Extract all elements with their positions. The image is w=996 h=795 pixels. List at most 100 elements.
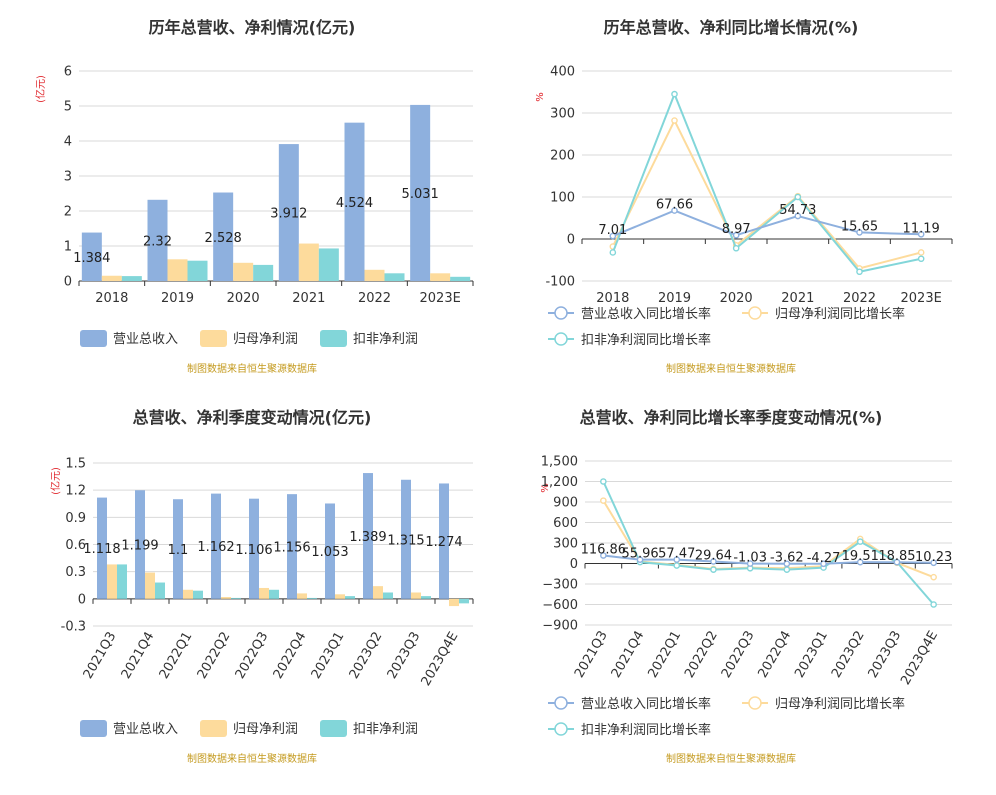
bar: [307, 597, 317, 599]
bar: [187, 260, 208, 281]
data-label: 1.106: [235, 543, 272, 558]
x-tick-label: 2022Q2: [682, 629, 721, 681]
bar: [145, 572, 155, 599]
y-tick-label: 600: [553, 516, 578, 531]
data-label: 57.47: [658, 547, 695, 562]
series-point: [794, 193, 802, 201]
x-tick-label: 2022: [843, 291, 876, 306]
bar: [325, 503, 335, 599]
bar: [249, 498, 259, 599]
legend-label: 营业总收入: [113, 722, 178, 737]
data-label: 7.01: [598, 223, 627, 238]
bar: [287, 494, 297, 599]
annual-growth-chart: 历年总营收、净利同比增长情况(%)% -100 0 100 200 300 400 2018 2…: [535, 18, 953, 375]
legend-swatch: [80, 720, 107, 737]
y-tick-label: 6: [64, 65, 72, 80]
series-point: [917, 255, 925, 263]
series-point: [917, 231, 925, 238]
y-tick-label: −600: [542, 598, 578, 613]
y-tick-label: 400: [550, 65, 575, 80]
x-tick-label: 2021Q4: [609, 629, 648, 681]
bar: [439, 483, 449, 599]
bar: [117, 564, 127, 599]
legend-label: 归母净利润: [233, 722, 298, 737]
x-tick-label: 2021: [292, 291, 325, 306]
bar: [121, 276, 142, 281]
legend-marker: [554, 306, 568, 320]
bar: [278, 144, 299, 281]
y-unit-label: %: [535, 92, 546, 102]
legend-swatch: [200, 720, 227, 737]
bar: [449, 598, 459, 607]
bar: [297, 593, 307, 599]
data-label: 2.32: [143, 234, 172, 249]
bar: [345, 596, 355, 599]
data-label: 116.86: [581, 543, 627, 558]
y-tick-label: 0.3: [65, 565, 86, 580]
y-tick-label: 5: [64, 100, 72, 115]
x-tick-label: 2022: [358, 291, 391, 306]
bar: [430, 273, 451, 281]
x-tick-label: 2018: [95, 291, 128, 306]
series-point: [746, 560, 754, 567]
legend-label: 归母净利润: [233, 332, 298, 347]
quarterly-revenue-profit-chart: 总营收、净利季度变动情况(亿元) (亿元) -0.3 0 0.3 0.6 0.9 1.2 1.5…: [49, 408, 474, 765]
bar: [101, 275, 122, 281]
y-tick-label: 2: [64, 205, 72, 220]
data-label: 1.162: [197, 540, 234, 555]
series-point: [673, 562, 681, 569]
quarterly-growth-chart: 总营收、净利同比增长率季度变动情况(%)% −900 −600 −300 0 300 600…: [540, 408, 953, 765]
legend-marker: [554, 696, 568, 710]
bar: [231, 597, 241, 599]
legend-label: 扣非净利润: [353, 722, 418, 737]
data-label: 54.73: [779, 203, 816, 218]
bar: [421, 596, 431, 599]
data-label: 1.274: [425, 535, 462, 550]
x-tick-label: 2022Q3: [233, 630, 272, 682]
series-point: [783, 560, 791, 568]
bar: [233, 262, 254, 281]
series-point: [671, 117, 678, 124]
bar: [364, 269, 385, 281]
y-tick-label: 0: [570, 557, 578, 572]
series-point: [600, 552, 607, 559]
data-label: 1.315: [387, 533, 424, 548]
data-label: 11.19: [903, 221, 940, 236]
series-point: [930, 573, 937, 581]
bar: [459, 598, 469, 604]
bar: [97, 497, 107, 599]
series-point: [856, 558, 864, 566]
chart-title: 历年总营收、净利情况(亿元): [149, 18, 356, 37]
series-point: [710, 566, 717, 573]
data-label: 1.199: [121, 539, 158, 554]
y-tick-label: 200: [550, 149, 575, 164]
series-point: [600, 478, 607, 485]
bar: [335, 594, 345, 599]
series-point: [893, 558, 901, 566]
series-point: [917, 249, 925, 256]
annual-revenue-profit-chart: 历年总营收、净利情况(亿元) (亿元) 0 1 2 3 4 5 6 2018 2019 2020 202…: [34, 18, 474, 375]
series-point: [732, 231, 740, 239]
y-tick-label: 1.2: [65, 484, 86, 499]
source-note: 制图数据来自恒生聚源数据库: [666, 362, 796, 375]
x-tick-label: 2023Q3: [385, 630, 424, 682]
series-line: [612, 209, 922, 237]
y-tick-label: 0: [64, 275, 72, 290]
y-tick-label: 0.9: [65, 511, 86, 526]
series-point: [671, 207, 678, 214]
legend-label: 营业总收入同比增长率: [581, 696, 711, 712]
data-label: 1.389: [349, 530, 386, 545]
chart-title: 历年总营收、净利同比增长情况(%): [604, 18, 859, 37]
y-unit-label: (亿元): [49, 467, 62, 495]
x-tick-label: 2021: [781, 291, 814, 306]
series-point: [783, 566, 791, 573]
y-tick-label: 900: [553, 496, 578, 511]
bar: [383, 592, 393, 599]
data-label: 18.85: [878, 549, 915, 564]
data-label: 1.156: [273, 540, 310, 555]
y-tick-label: 1,500: [541, 455, 578, 470]
data-label: 1.118: [83, 542, 120, 557]
y-tick-label: 0: [78, 592, 86, 607]
data-label: 55.96: [621, 547, 658, 562]
data-label: 5.031: [402, 187, 439, 202]
